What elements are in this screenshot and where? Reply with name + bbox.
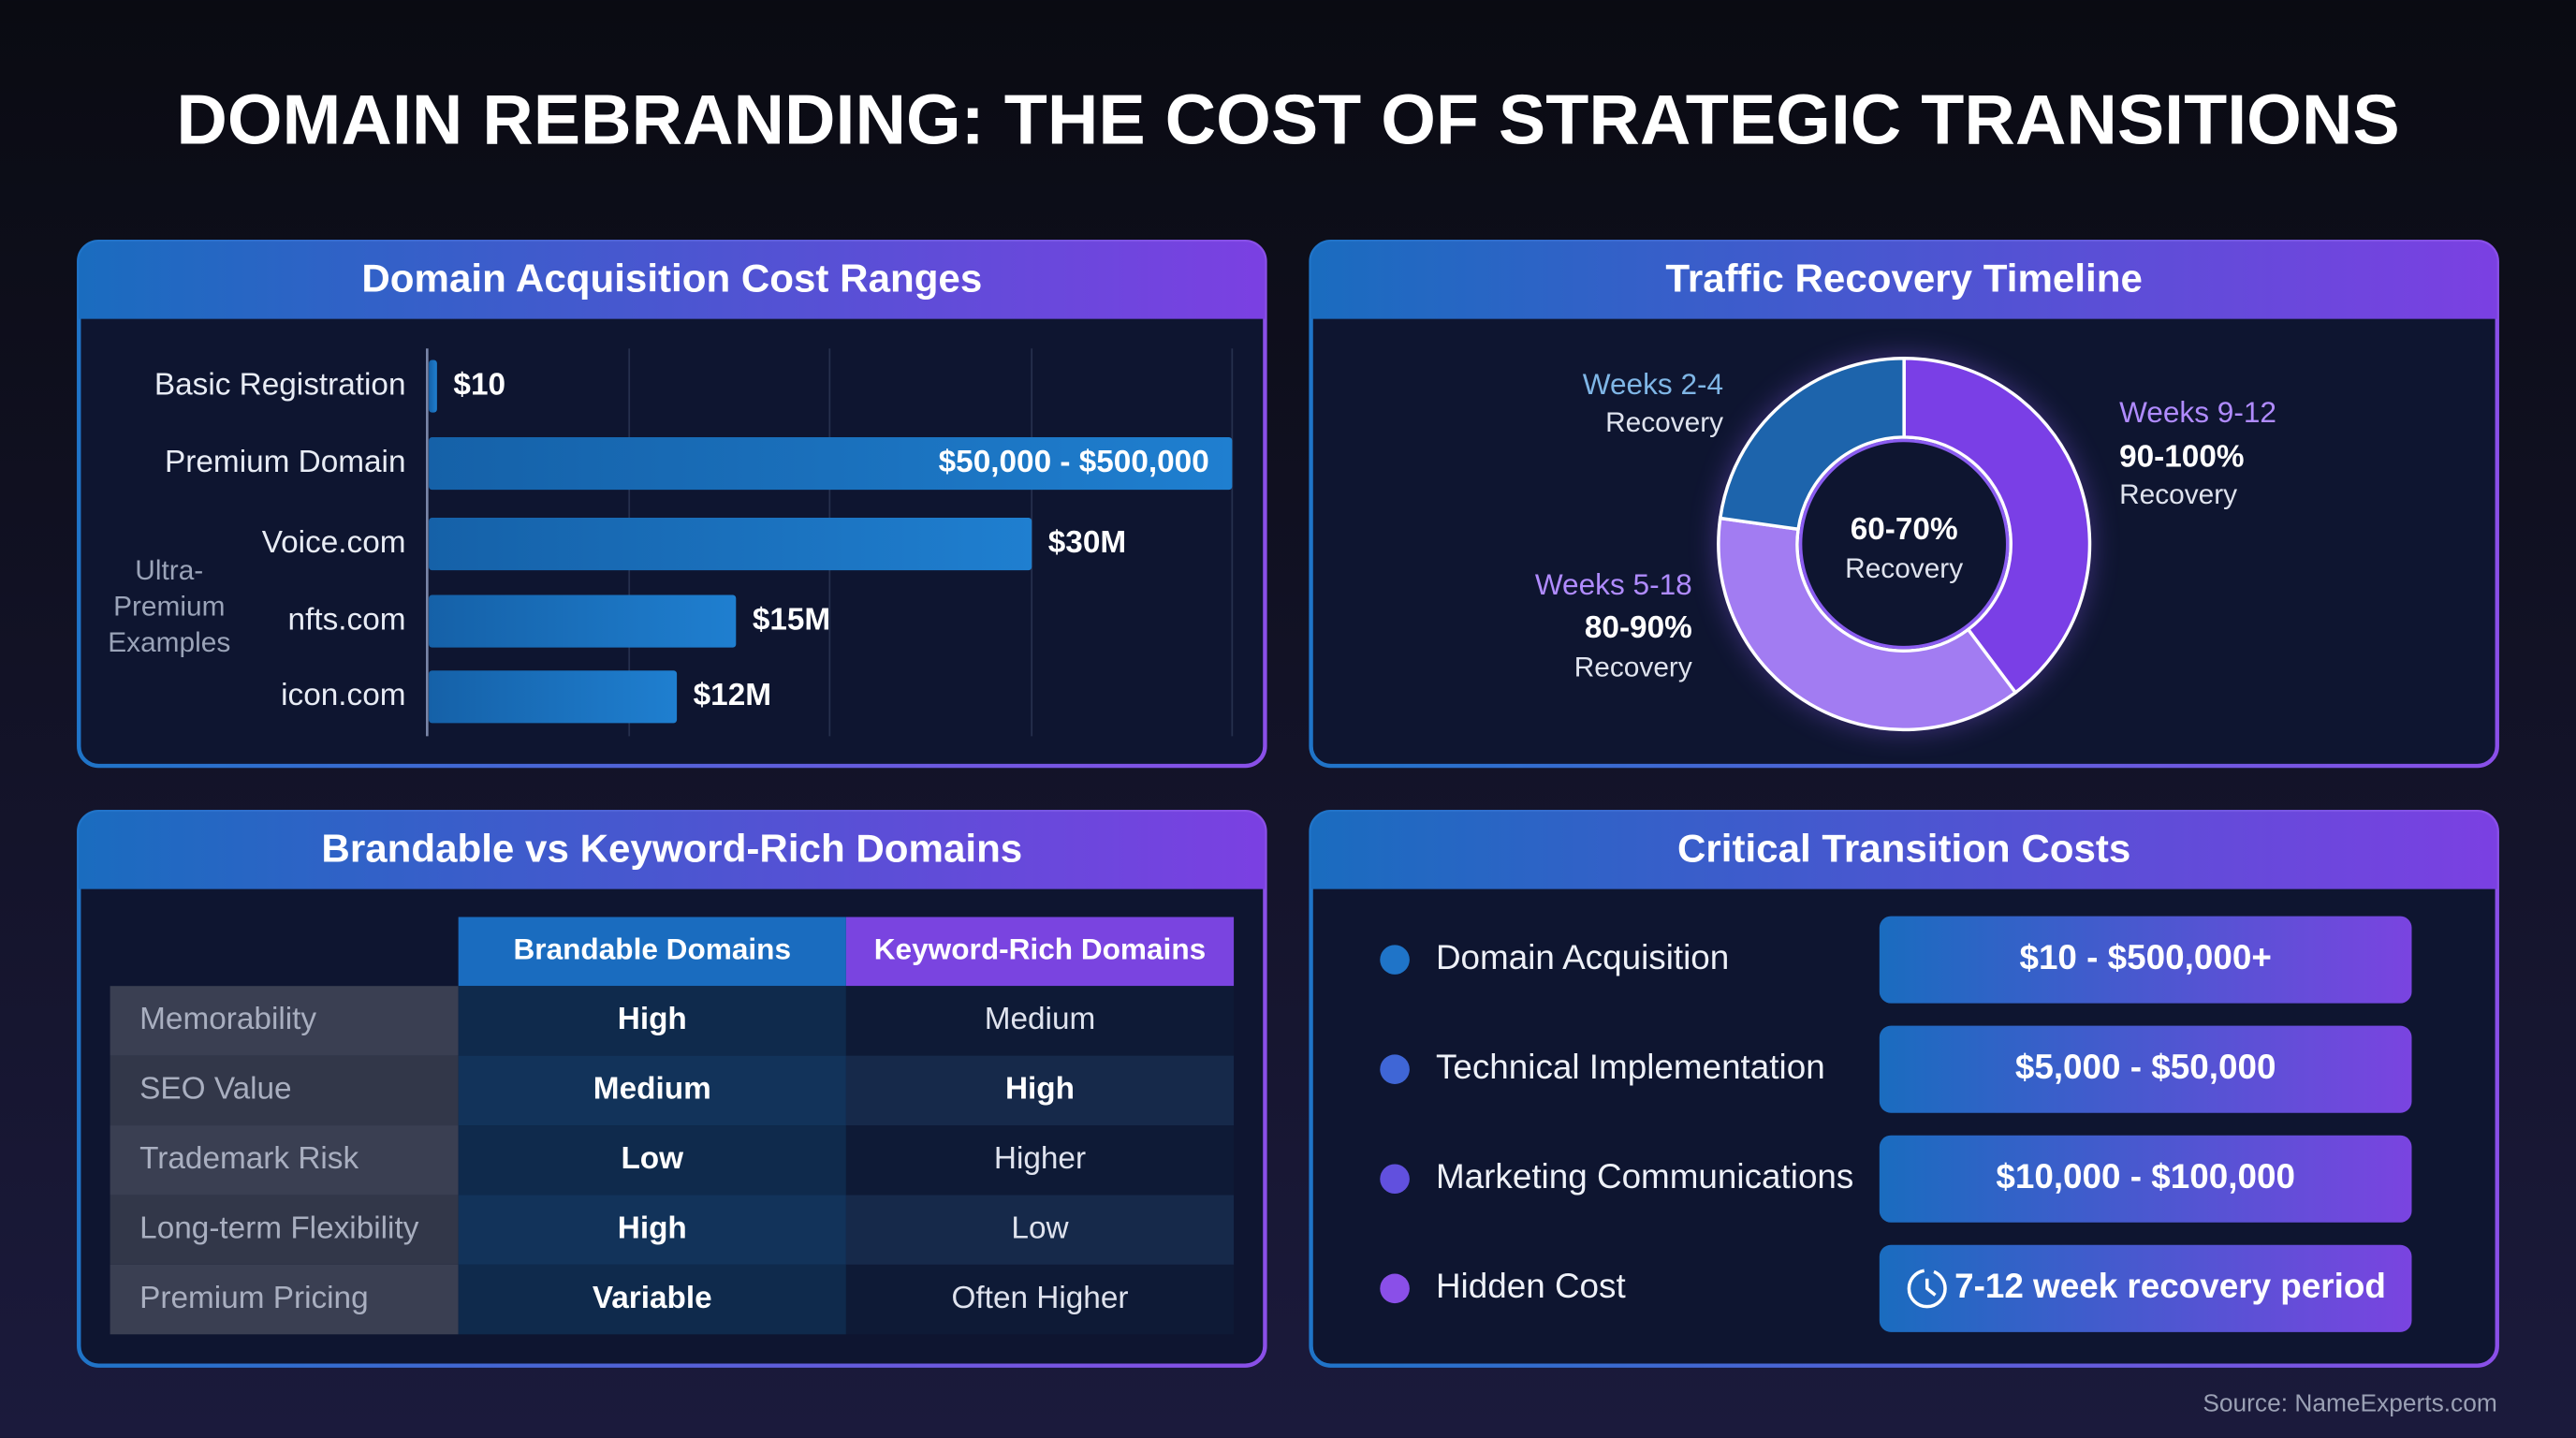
bar-label: Basic Registration xyxy=(154,367,406,402)
cost-value: $10 - $500,000+ xyxy=(2019,938,2271,976)
cell: Medium xyxy=(985,1002,1096,1036)
column-header: Brandable Domains xyxy=(513,932,791,966)
segment-period: Weeks 9-12 xyxy=(2119,395,2276,429)
row-label: Memorability xyxy=(139,1002,316,1036)
bar xyxy=(429,437,1233,491)
clock-icon xyxy=(1925,1278,1937,1297)
cost-pill xyxy=(1879,1244,2412,1332)
segment-label: Recovery xyxy=(2119,479,2237,510)
cost-label: Hidden Cost xyxy=(1436,1267,1626,1305)
cost-label: Domain Acquisition xyxy=(1436,938,1729,976)
cell: High xyxy=(1005,1072,1075,1107)
cell: Variable xyxy=(593,1281,712,1315)
table-cell xyxy=(110,986,459,1056)
bar-value: $10 xyxy=(453,367,505,402)
bar xyxy=(429,670,678,724)
bar-value: $30M xyxy=(1048,525,1126,560)
table-cell xyxy=(110,1055,459,1126)
row-label: SEO Value xyxy=(139,1072,291,1107)
center-label: Recovery xyxy=(1845,553,1963,584)
bar-value: $12M xyxy=(694,678,771,712)
table-cell xyxy=(458,1264,846,1335)
cost-pill xyxy=(1879,916,2412,1004)
cost-label: Marketing Communications xyxy=(1436,1157,1853,1196)
timeline-dot xyxy=(1380,1164,1410,1195)
bar xyxy=(429,518,1032,571)
group-label: Ultra- xyxy=(135,555,203,586)
panel xyxy=(77,239,1267,769)
cell: Low xyxy=(1011,1211,1069,1245)
row-label: Trademark Risk xyxy=(139,1141,359,1176)
table-header xyxy=(845,917,1235,987)
segment-label: Recovery xyxy=(1605,407,1723,438)
table-cell xyxy=(845,1125,1235,1196)
bar xyxy=(429,594,737,648)
source: Source: NameExperts.com xyxy=(2203,1389,2496,1417)
column-header: Keyword-Rich Domains xyxy=(874,932,1206,966)
cell: Low xyxy=(621,1141,683,1176)
center-value: 60-70% xyxy=(1851,512,1958,547)
panel-title: Traffic Recovery Timeline xyxy=(1665,256,2142,300)
segment-value: 90-100% xyxy=(2119,440,2244,475)
group-label: Examples xyxy=(108,627,230,658)
cost-value: $5,000 - $50,000 xyxy=(2015,1048,2276,1086)
cell: Often Higher xyxy=(952,1281,1129,1315)
donut xyxy=(1715,355,2093,733)
table-cell xyxy=(110,1264,459,1335)
table-cell xyxy=(110,1125,459,1196)
table-cell xyxy=(110,1195,459,1265)
table-cell xyxy=(845,1264,1235,1335)
timeline-dot xyxy=(1380,1054,1410,1084)
bar-label: Voice.com xyxy=(262,525,406,560)
page-title: DOMAIN REBRANDING: THE COST OF STRATEGIC… xyxy=(176,80,2399,158)
segment-period: Weeks 5-18 xyxy=(1535,567,1692,601)
table-cell xyxy=(458,1195,846,1265)
cell: Higher xyxy=(994,1141,1086,1176)
table-cell xyxy=(458,1125,846,1196)
cost-value: $10,000 - $100,000 xyxy=(1996,1157,2295,1196)
table-cell xyxy=(458,986,846,1056)
table-header xyxy=(458,917,846,987)
clock-icon xyxy=(1907,1269,1947,1309)
timeline-dot xyxy=(1380,945,1410,975)
segment-value: 80-90% xyxy=(1585,610,1692,645)
cell: Medium xyxy=(593,1072,711,1107)
bar-label: Premium Domain xyxy=(165,445,405,479)
bar-label: nfts.com xyxy=(288,602,406,637)
bar-value: $50,000 - $500,000 xyxy=(939,445,1209,479)
cost-value: 7-12 week recovery period xyxy=(1954,1267,2386,1305)
bar-value: $15M xyxy=(753,602,830,637)
segment-period: Weeks 2-4 xyxy=(1583,367,1723,401)
cell: High xyxy=(618,1002,687,1036)
group-label: Premium xyxy=(113,591,225,622)
segment-label: Recovery xyxy=(1574,652,1692,682)
panel-title: Domain Acquisition Cost Ranges xyxy=(361,256,982,300)
row-label: Long-term Flexibility xyxy=(139,1211,419,1245)
table-cell xyxy=(845,1055,1235,1126)
cell: High xyxy=(618,1211,687,1245)
panel-title: Critical Transition Costs xyxy=(1677,826,2130,870)
table-cell xyxy=(845,1195,1235,1265)
table-cell xyxy=(845,986,1235,1056)
cost-pill xyxy=(1879,1025,2412,1113)
timeline-dot xyxy=(1380,1273,1410,1304)
bar-label: icon.com xyxy=(281,678,405,712)
cost-label: Technical Implementation xyxy=(1436,1048,1825,1086)
cost-pill xyxy=(1879,1135,2412,1223)
bar xyxy=(429,360,437,413)
row-label: Premium Pricing xyxy=(139,1281,368,1315)
table-cell xyxy=(458,1055,846,1126)
panel-title: Brandable vs Keyword-Rich Domains xyxy=(321,826,1022,870)
